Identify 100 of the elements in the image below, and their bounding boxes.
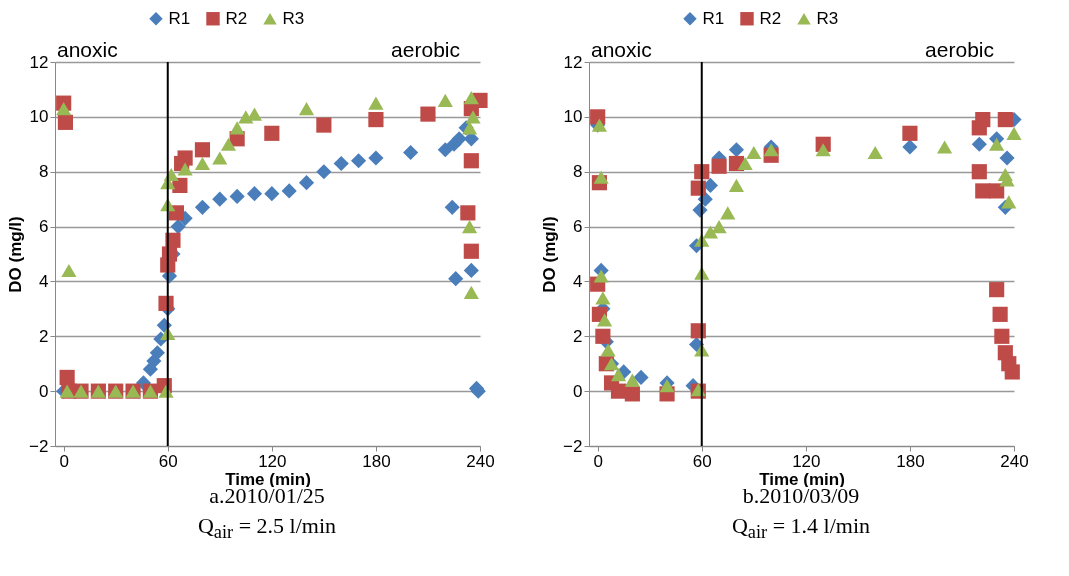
point	[56, 102, 72, 116]
point	[149, 345, 165, 361]
y-tick-label: 4	[573, 271, 583, 291]
point	[746, 145, 762, 160]
point	[597, 313, 613, 327]
point	[177, 150, 193, 166]
point	[61, 263, 77, 278]
x-tick-label: 120	[258, 451, 287, 471]
point	[763, 143, 779, 157]
x-tick-label: 60	[158, 451, 178, 471]
point	[264, 186, 280, 202]
y-tick-label: 4	[39, 271, 49, 291]
x-tick-label: 0	[59, 451, 69, 471]
text: aerobic	[925, 38, 994, 61]
y-tick-label: 6	[573, 217, 583, 237]
point	[971, 136, 987, 152]
x-tick-label: 180	[362, 451, 391, 471]
text: anoxic	[591, 38, 652, 61]
point	[444, 199, 460, 215]
point	[737, 156, 753, 171]
point	[989, 183, 1005, 199]
point	[1004, 364, 1020, 380]
point	[595, 291, 611, 305]
point	[1006, 126, 1022, 140]
y-tick-label: 8	[573, 162, 583, 182]
point	[448, 271, 464, 287]
point	[403, 144, 419, 161]
point	[595, 328, 611, 344]
point	[975, 112, 991, 128]
point	[994, 328, 1010, 344]
y-tick-label: 2	[39, 326, 49, 346]
point	[194, 199, 211, 215]
point	[194, 156, 211, 171]
point	[463, 91, 479, 105]
point	[212, 151, 228, 165]
text: aerobic	[391, 38, 460, 61]
point	[463, 243, 479, 259]
point	[624, 373, 640, 387]
point	[999, 150, 1015, 166]
point	[659, 379, 675, 393]
point	[437, 93, 453, 107]
point	[420, 106, 436, 122]
y-tick-label: −2	[29, 436, 49, 456]
legend-label: R1	[702, 8, 725, 28]
legend-label: R1	[168, 8, 191, 28]
y-tick-label: 8	[39, 162, 49, 182]
y-axis-title: DO (mg/l)	[6, 216, 26, 293]
x-tick-label: 120	[792, 451, 821, 471]
point	[867, 145, 883, 160]
point	[264, 125, 280, 141]
y-tick-label: 12	[29, 52, 49, 72]
point	[316, 117, 332, 133]
point	[437, 142, 453, 158]
legend-label: R2	[759, 8, 782, 28]
point	[463, 153, 479, 169]
point	[600, 343, 616, 357]
point	[702, 225, 719, 239]
x-tick-label: 240	[466, 451, 495, 471]
point	[937, 140, 953, 154]
point	[220, 137, 237, 151]
point	[177, 162, 193, 176]
point	[298, 175, 315, 191]
y-tick-label: −2	[563, 436, 583, 456]
point	[368, 112, 384, 128]
point	[711, 220, 727, 234]
y-tick-label: 2	[573, 326, 583, 346]
point	[728, 178, 745, 192]
legend-label: R3	[816, 8, 839, 28]
y-axis-title: DO (mg/l)	[540, 216, 560, 293]
point	[1001, 195, 1017, 209]
point	[624, 386, 640, 402]
point	[281, 183, 297, 199]
point	[298, 102, 315, 116]
y-tick-label: 0	[39, 381, 49, 401]
point	[971, 164, 987, 180]
y-tick-label: 6	[39, 217, 49, 237]
point	[246, 186, 263, 202]
point	[815, 143, 831, 157]
point	[593, 170, 609, 184]
point	[997, 112, 1013, 128]
point	[902, 139, 918, 155]
point	[720, 206, 736, 220]
legend-label: R3	[282, 8, 305, 28]
y-tick-label: 10	[29, 107, 49, 127]
point	[57, 114, 73, 130]
point	[728, 142, 745, 158]
point	[633, 369, 649, 386]
point	[902, 125, 918, 141]
y-tick-label: 10	[563, 107, 583, 127]
point	[593, 269, 609, 283]
point	[212, 191, 228, 207]
text: Q$_{air}$ = 1.4 l/min	[730, 512, 872, 545]
y-tick-label: 0	[573, 381, 583, 401]
point	[194, 142, 211, 158]
point	[229, 121, 245, 135]
point	[989, 282, 1005, 298]
point	[460, 205, 476, 221]
point	[451, 131, 467, 147]
point	[462, 121, 478, 135]
point	[610, 383, 627, 399]
